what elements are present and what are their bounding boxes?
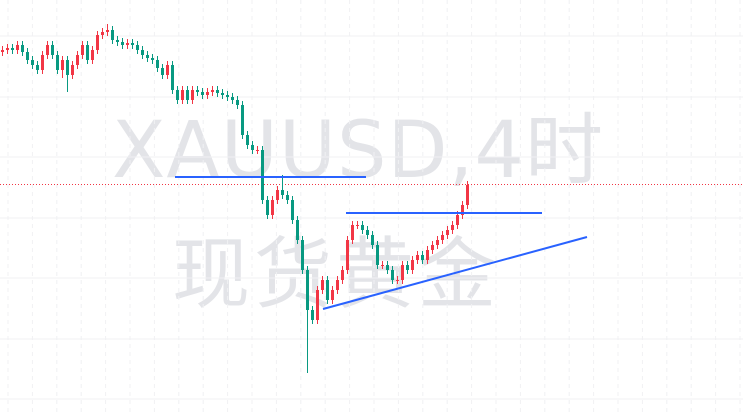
candle-body <box>11 48 14 50</box>
candle-body <box>256 150 259 151</box>
candle-body <box>326 280 329 300</box>
candle-body <box>346 240 349 270</box>
candle-body <box>406 265 409 270</box>
candle-body <box>341 270 344 280</box>
candle-body <box>336 280 339 290</box>
candle-body <box>261 150 264 200</box>
candle-body <box>96 35 99 50</box>
candle-body <box>41 55 44 70</box>
candle-body <box>366 230 369 235</box>
candle-body <box>76 55 79 65</box>
candle-body <box>91 50 94 60</box>
candle-body <box>321 280 324 290</box>
candle-body <box>281 190 284 195</box>
candle-body <box>391 270 394 280</box>
candle-body <box>121 42 124 45</box>
candle-body <box>301 240 304 270</box>
candle-body <box>271 200 274 215</box>
candle-body <box>186 90 189 100</box>
candle-body <box>216 90 219 93</box>
candle-body <box>66 60 69 75</box>
candle-body <box>136 45 139 50</box>
candle-body <box>141 50 144 55</box>
candle-body <box>231 97 234 100</box>
candle-body <box>181 90 184 100</box>
candle-body <box>351 225 354 240</box>
candle-body <box>46 45 49 55</box>
candle-body <box>251 145 254 150</box>
candle-body <box>71 65 74 75</box>
candle-body <box>306 270 309 310</box>
candle-body <box>56 55 59 70</box>
candle-body <box>376 245 379 265</box>
candle-body <box>421 255 424 260</box>
candle-body <box>16 45 19 50</box>
candle-body <box>106 30 109 32</box>
candle-body <box>241 105 244 135</box>
candle-body <box>36 65 39 70</box>
candle-body <box>151 58 154 60</box>
candle-body <box>161 68 164 75</box>
candle-body <box>81 45 84 55</box>
candle-body <box>246 135 249 145</box>
candle-body <box>396 280 399 281</box>
candle-body <box>101 32 104 35</box>
candle-body <box>1 50 4 52</box>
candle-body <box>276 190 279 200</box>
candle-body <box>221 93 224 95</box>
candle-body <box>31 60 34 65</box>
candle-body <box>236 100 239 105</box>
candle-body <box>361 225 364 230</box>
candle-body <box>371 235 374 245</box>
candle-body <box>26 52 29 60</box>
candle-body <box>21 45 24 52</box>
candle-body <box>126 43 129 45</box>
candle-body <box>206 92 209 95</box>
candle-body <box>291 200 294 220</box>
candle-body <box>146 55 149 58</box>
candle-body <box>466 185 469 205</box>
candle-body <box>356 225 359 226</box>
candle-body <box>111 30 114 40</box>
candle-body <box>451 225 454 230</box>
candle-body <box>461 205 464 215</box>
candle-body <box>426 250 429 260</box>
candle-body <box>176 90 179 100</box>
candle-body <box>441 235 444 240</box>
candle-body <box>156 60 159 68</box>
candle-body <box>266 200 269 215</box>
candle-body <box>196 90 199 92</box>
candle-body <box>191 90 194 100</box>
candle-body <box>311 310 314 320</box>
candle-body <box>381 265 384 266</box>
candle-body <box>166 65 169 75</box>
candle-body <box>116 40 119 42</box>
symbol-watermark: XAUUSD,4时 <box>112 106 604 196</box>
candle-body <box>6 48 9 50</box>
candle-body <box>171 65 174 90</box>
trend-line-drawing <box>322 236 588 310</box>
candle-body <box>401 265 404 280</box>
candle-body <box>416 255 419 260</box>
candle-body <box>431 245 434 250</box>
candle-body <box>331 290 334 300</box>
candle-body <box>201 92 204 95</box>
candle-body <box>61 60 64 70</box>
candle-body <box>86 45 89 60</box>
candle-body <box>211 90 214 92</box>
candle-body <box>226 95 229 97</box>
candle-body <box>456 215 459 225</box>
candle-body <box>316 290 319 320</box>
candle-body <box>436 240 439 245</box>
candle-body <box>296 220 299 240</box>
candle-body <box>446 230 449 235</box>
candle-body <box>51 45 54 55</box>
candle-body <box>411 260 414 270</box>
candle-body <box>386 265 389 270</box>
candle-body <box>286 195 289 200</box>
candle-body <box>131 43 134 45</box>
